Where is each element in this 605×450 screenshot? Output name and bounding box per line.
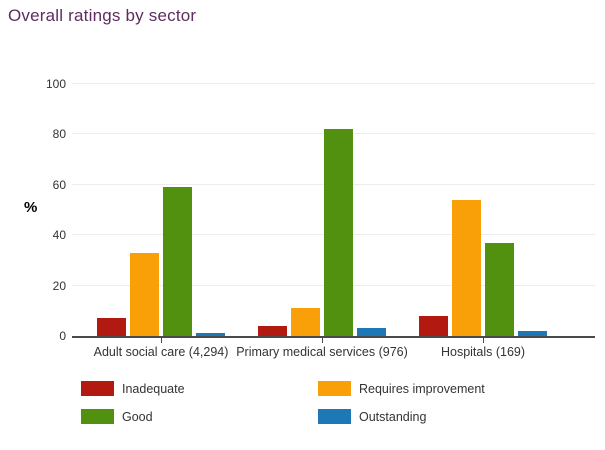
bar-good-primary-medical-services-976[interactable] [324,129,353,336]
x-tick-hospitals-169 [483,338,484,343]
x-category-label-hospitals-169: Hospitals (169) [440,345,526,359]
bar-group-primary-medical-services-976 [258,129,386,336]
y-tick-label-100: 100 [45,77,66,91]
plot-area [72,83,595,343]
bar-outstanding-primary-medical-services-976[interactable] [357,328,386,336]
x-category-label-primary-medical-services-976: Primary medical services (976) [236,345,408,359]
y-tick-label-40: 40 [52,228,66,243]
x-category-label-adult-social-care-4-294: Adult social care (4,294) [93,345,229,359]
bar-requires-improvement-adult-social-care-4-294[interactable] [130,252,159,336]
bar-outstanding-adult-social-care-4-294[interactable] [196,333,225,336]
legend: Inadequate Requires improvement Good Outsta… [81,381,485,424]
bar-group-adult-social-care-4-294 [97,187,225,336]
legend-label-inadequate: Inadequate [122,381,185,396]
y-tick-label-60: 60 [52,177,66,192]
bar-good-hospitals-169[interactable] [485,242,514,336]
y-axis-label: % [24,199,38,216]
legend-swatch-requires-improvement [318,381,351,396]
bar-inadequate-hospitals-169[interactable] [419,315,448,336]
legend-swatch-good [81,409,114,424]
bar-inadequate-adult-social-care-4-294[interactable] [97,318,126,336]
bar-inadequate-primary-medical-services-976[interactable] [258,325,287,336]
x-tick-adult-social-care-4-294 [161,338,162,343]
legend-label-good: Good [122,409,153,424]
bar-group-hospitals-169 [419,199,547,336]
bar-good-adult-social-care-4-294[interactable] [163,187,192,336]
legend-label-outstanding: Outstanding [359,409,427,424]
legend-swatch-outstanding [318,409,351,424]
chart-title: Overall ratings by sector [8,6,197,25]
x-tick-primary-medical-services-976 [322,338,323,343]
legend-item-good[interactable]: Good [81,409,318,424]
gridline-100 [72,83,595,84]
bar-requires-improvement-primary-medical-services-976[interactable] [291,308,320,336]
y-tick-label-0: 0 [59,329,66,343]
legend-item-outstanding[interactable]: Outstanding [318,409,485,424]
bar-requires-improvement-hospitals-169[interactable] [452,199,481,336]
legend-item-inadequate[interactable]: Inadequate [81,381,318,396]
legend-swatch-inadequate [81,381,114,396]
y-tick-label-80: 80 [52,127,66,142]
y-tick-label-20: 20 [52,278,66,293]
bar-outstanding-hospitals-169[interactable] [518,330,547,336]
legend-item-requires-improvement[interactable]: Requires improvement [318,381,485,396]
legend-label-requires-improvement: Requires improvement [359,381,485,396]
